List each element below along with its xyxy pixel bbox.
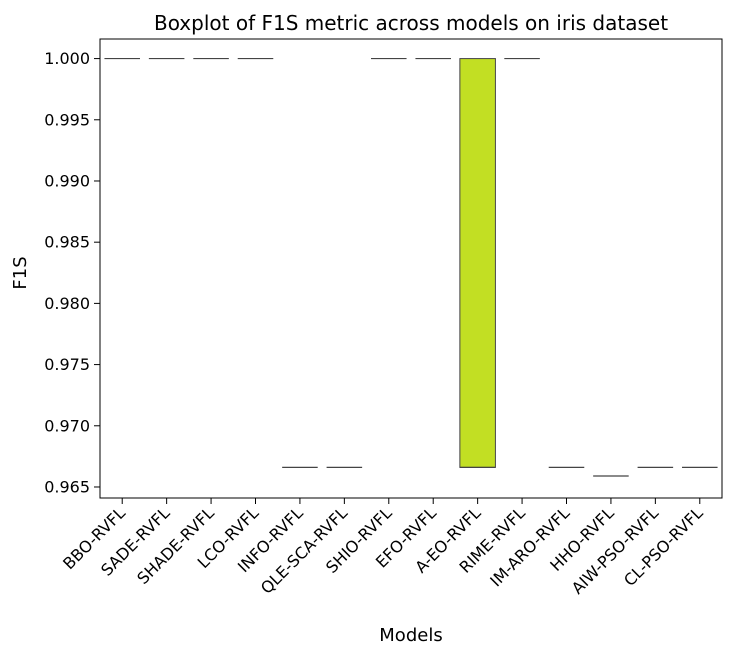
chart-title: Boxplot of F1S metric across models on i…	[154, 11, 668, 35]
x-axis: BBO-RVFLSADE-RVFLSHADE-RVFLLCO-RVFLINFO-…	[59, 498, 707, 598]
x-axis-label: Models	[379, 625, 442, 646]
plot-area	[104, 57, 718, 477]
y-tick-label: 1.000	[44, 49, 90, 68]
y-tick-label: 0.975	[44, 355, 90, 374]
y-tick-label: 0.965	[44, 477, 90, 496]
plot-frame	[99, 38, 723, 499]
box-iqr	[459, 58, 496, 468]
box-a-eo-rvfl	[459, 58, 496, 468]
y-tick-label: 0.995	[44, 110, 90, 129]
y-axis-label: F1S	[10, 256, 31, 289]
y-tick-label: 0.980	[44, 294, 90, 313]
x-tick-label: CL-PSO-RVFL	[620, 503, 707, 590]
y-tick-label: 0.985	[44, 233, 90, 252]
y-tick-label: 0.970	[44, 416, 90, 435]
y-axis: 1.000 0.995 0.990 0.985 0.980 0.975 0.970 0.965	[44, 49, 100, 496]
y-tick-label: 0.990	[44, 171, 90, 190]
